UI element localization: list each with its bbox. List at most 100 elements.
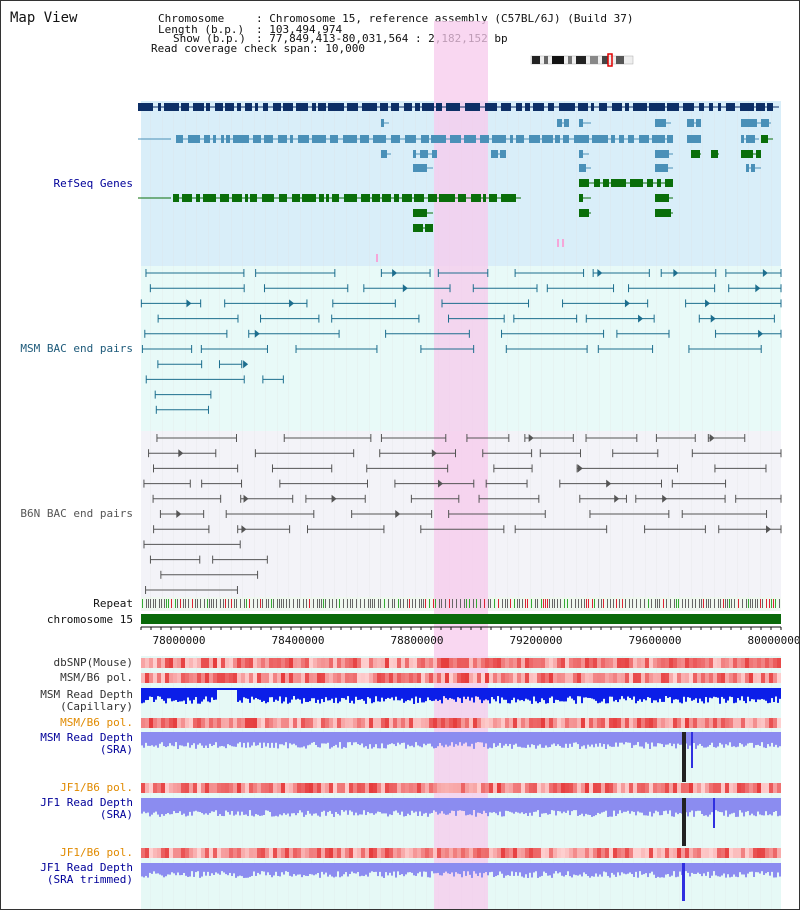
heat-cell	[181, 673, 185, 683]
depth-bar	[305, 798, 307, 815]
depth-bar	[571, 863, 573, 878]
heat-cell	[517, 673, 521, 683]
gene-exon	[362, 103, 377, 111]
label-jf1-depth-sra-1[interactable]: JF1 Read Depth	[40, 796, 133, 809]
depth-bar	[527, 863, 529, 878]
depth-bar	[757, 732, 759, 745]
depth-bar	[727, 863, 729, 875]
heat-cell	[545, 718, 549, 728]
depth-bar	[371, 798, 373, 814]
heat-cell	[481, 718, 485, 728]
heat-cell	[513, 658, 517, 668]
heat-cell	[621, 658, 625, 668]
label-msm-b6-pol-1[interactable]: MSM/B6 pol.	[60, 671, 133, 684]
depth-bar	[607, 863, 609, 877]
depth-bar	[215, 863, 217, 873]
heat-cell	[265, 673, 269, 683]
label-msm-b6-pol-2[interactable]: MSM/B6 pol.	[60, 716, 133, 729]
depth-bar	[295, 688, 297, 700]
heat-cell	[341, 673, 345, 683]
depth-bar	[251, 732, 253, 746]
heat-cell	[257, 718, 261, 728]
heat-cell	[361, 673, 365, 683]
label-msm-bac[interactable]: MSM BAC end pairs	[20, 342, 133, 355]
heat-cell	[769, 673, 773, 683]
depth-bar	[273, 688, 275, 702]
label-jf1-b6-pol-1[interactable]: JF1/B6 pol.	[60, 781, 133, 794]
depth-bar	[495, 732, 497, 747]
heat-cell	[709, 718, 713, 728]
repeat-mark	[321, 599, 322, 608]
label-jf1-depth-trim-1[interactable]: JF1 Read Depth	[40, 861, 133, 874]
depth-bar	[255, 798, 257, 815]
label-msm-depth-sra-1[interactable]: MSM Read Depth	[40, 731, 133, 744]
depth-bar	[573, 798, 575, 811]
depth-bar	[351, 732, 353, 746]
label-jf1-depth-trim-2: (SRA trimmed)	[46, 873, 133, 886]
heat-cell	[369, 658, 373, 668]
depth-bar	[289, 798, 291, 817]
depth-bar	[249, 732, 251, 748]
heat-cell	[405, 718, 409, 728]
label-refseq-genes[interactable]: RefSeq Genes	[53, 177, 133, 190]
repeat-mark	[213, 599, 214, 608]
heat-cell	[157, 718, 161, 728]
heat-cell	[329, 783, 333, 793]
depth-bar	[337, 688, 339, 704]
depth-bar	[635, 863, 637, 872]
label-b6n-bac[interactable]: B6N BAC end pairs	[20, 507, 133, 520]
label-repeat[interactable]: Repeat	[93, 597, 133, 610]
depth-bar	[291, 688, 293, 700]
depth-bar	[643, 863, 645, 875]
depth-bar	[457, 732, 459, 746]
depth-bar	[181, 732, 183, 746]
heat-cell	[237, 848, 241, 858]
repeat-mark	[575, 599, 576, 608]
chromosome-ideogram[interactable]	[530, 53, 636, 67]
depth-bar	[283, 732, 285, 746]
depth-bar	[599, 688, 601, 703]
depth-bar	[717, 732, 719, 747]
depth-bar	[241, 863, 243, 877]
depth-bar	[285, 732, 287, 743]
depth-bar	[155, 863, 157, 874]
heat-cell	[505, 673, 509, 683]
heat-cell	[353, 673, 357, 683]
heat-cell	[625, 658, 629, 668]
heat-cell	[741, 848, 745, 858]
depth-bar	[753, 798, 755, 816]
depth-bar	[345, 688, 347, 700]
depth-bar	[369, 863, 371, 873]
repeat-mark	[185, 599, 186, 608]
depth-bar	[393, 798, 395, 812]
repeat-mark	[549, 599, 550, 608]
repeat-mark	[211, 599, 212, 608]
depth-spike	[713, 798, 715, 828]
depth-bar	[257, 732, 259, 746]
gene-exon	[221, 135, 224, 143]
depth-bar	[323, 688, 325, 703]
heat-cell	[729, 848, 733, 858]
repeat-mark	[425, 599, 426, 608]
heat-cell	[381, 673, 385, 683]
gene-exon	[253, 135, 261, 143]
depth-bar	[141, 863, 143, 877]
heat-cell	[301, 783, 305, 793]
depth-bar	[607, 688, 609, 704]
heat-cell	[465, 783, 469, 793]
heat-cell	[569, 673, 573, 683]
heat-cell	[573, 783, 577, 793]
heat-cell	[345, 658, 349, 668]
heat-cell	[717, 783, 721, 793]
heat-cell	[161, 848, 165, 858]
heat-cell	[217, 848, 221, 858]
msm-bac-pair-marker	[402, 284, 408, 293]
label-dbsnp[interactable]: dbSNP(Mouse)	[53, 656, 133, 669]
label-jf1-b6-pol-2[interactable]: JF1/B6 pol.	[60, 846, 133, 859]
label-msm-depth-cap-1[interactable]: MSM Read Depth	[40, 688, 133, 701]
repeat-mark	[718, 599, 719, 608]
heat-cell	[569, 718, 573, 728]
heat-cell	[693, 673, 697, 683]
depth-bar	[247, 688, 249, 699]
depth-bar	[165, 863, 167, 877]
